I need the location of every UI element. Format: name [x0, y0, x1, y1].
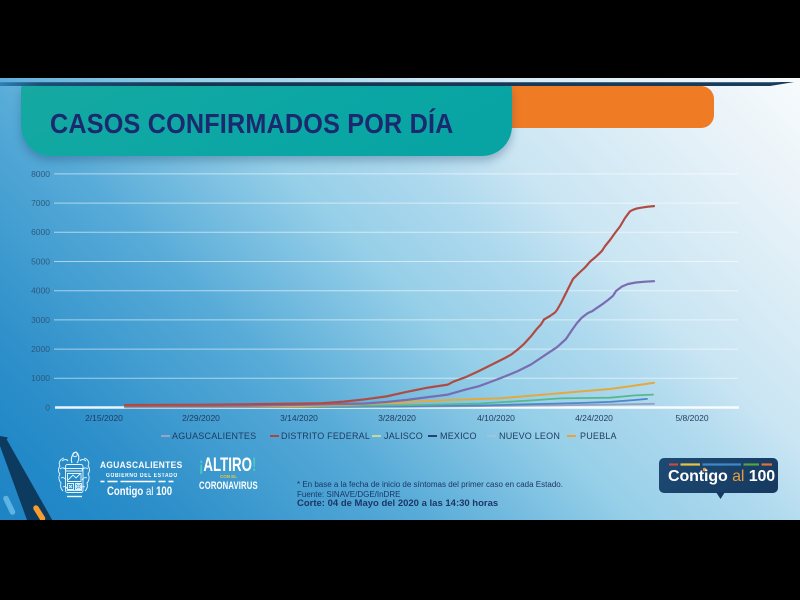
svg-text:DISTRITO FEDERAL: DISTRITO FEDERAL — [281, 431, 370, 441]
svg-text:8000: 8000 — [31, 169, 50, 179]
svg-text:1000: 1000 — [31, 373, 50, 383]
svg-text:2000: 2000 — [31, 344, 50, 354]
svg-text:PUEBLA: PUEBLA — [580, 431, 617, 441]
svg-text:MEXICO: MEXICO — [440, 431, 477, 441]
svg-text:7000: 7000 — [31, 198, 50, 208]
svg-text:6000: 6000 — [31, 227, 50, 237]
svg-text:2/29/2020: 2/29/2020 — [182, 413, 220, 423]
svg-text:4000: 4000 — [31, 286, 50, 296]
svg-text:2/15/2020: 2/15/2020 — [85, 413, 123, 423]
svg-text:0: 0 — [45, 402, 50, 412]
svg-text:3000: 3000 — [31, 315, 50, 325]
svg-text:4/10/2020: 4/10/2020 — [477, 413, 515, 423]
svg-text:JALISCO: JALISCO — [384, 431, 423, 441]
svg-text:5/8/2020: 5/8/2020 — [675, 413, 708, 423]
svg-text:4/24/2020: 4/24/2020 — [575, 413, 613, 423]
svg-text:3/28/2020: 3/28/2020 — [378, 413, 416, 423]
svg-text:5000: 5000 — [31, 256, 50, 266]
svg-text:3/14/2020: 3/14/2020 — [280, 413, 318, 423]
svg-text:AGUASCALIENTES: AGUASCALIENTES — [172, 431, 256, 441]
svg-text:NUEVO LEON: NUEVO LEON — [499, 431, 560, 441]
